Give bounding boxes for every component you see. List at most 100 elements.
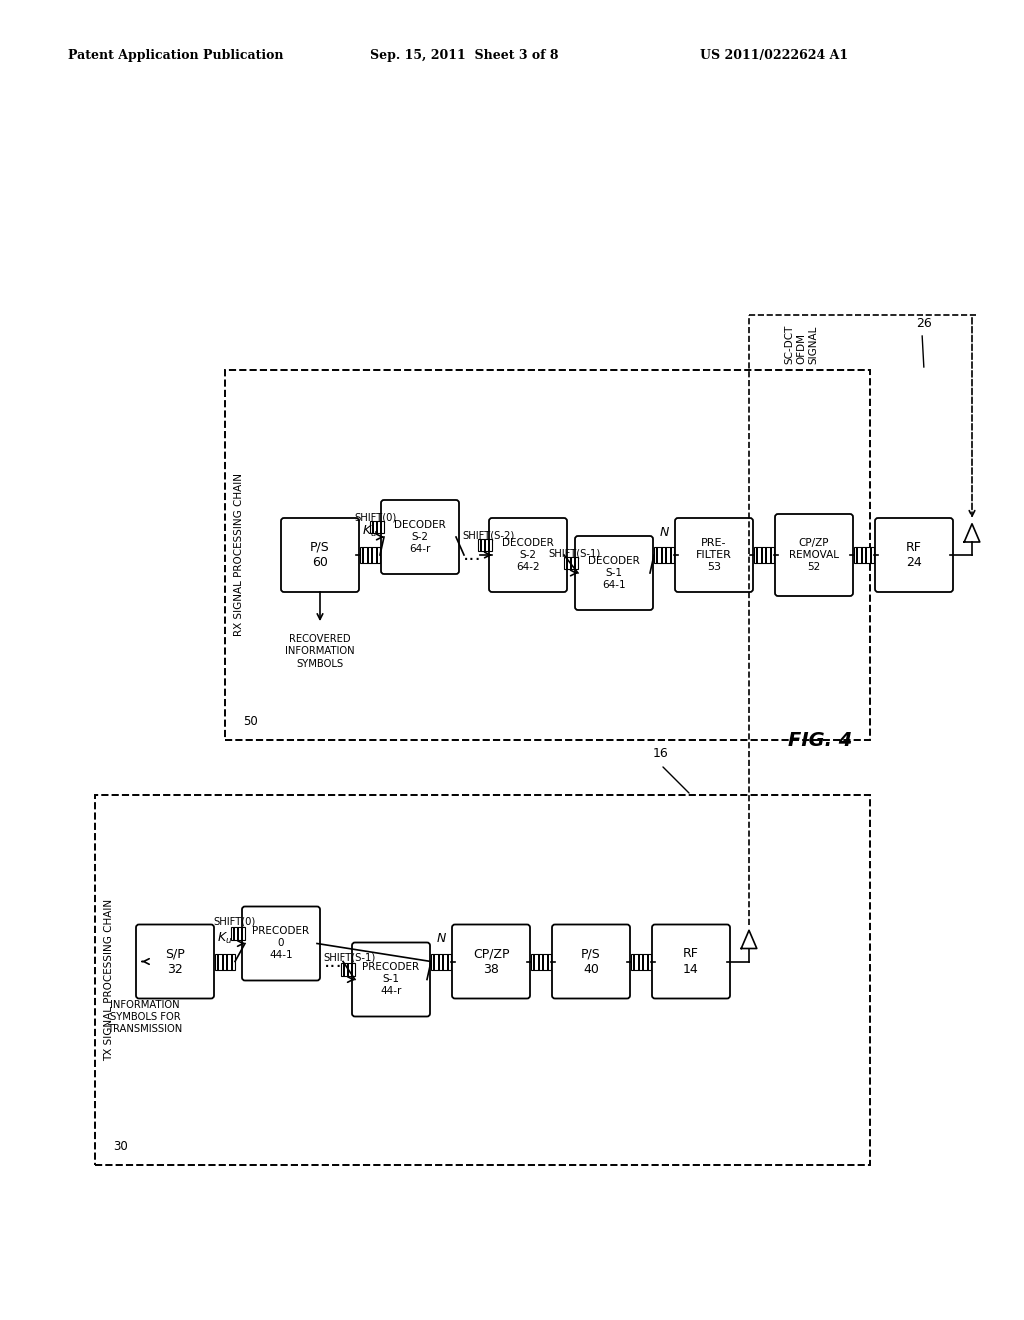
Bar: [538, 953, 540, 969]
Bar: [95, 795, 870, 1166]
Bar: [230, 953, 232, 969]
Text: RF
14: RF 14: [683, 948, 699, 975]
Bar: [865, 546, 867, 564]
Bar: [566, 557, 568, 569]
FancyBboxPatch shape: [552, 924, 630, 998]
FancyBboxPatch shape: [381, 500, 459, 574]
Text: SHIFT(0): SHIFT(0): [354, 512, 396, 521]
Text: ...: ...: [463, 545, 481, 565]
FancyBboxPatch shape: [136, 924, 214, 998]
Bar: [484, 539, 486, 552]
Bar: [666, 546, 668, 564]
Bar: [362, 546, 365, 564]
Bar: [225, 370, 870, 741]
Bar: [642, 953, 644, 969]
Bar: [376, 520, 378, 533]
Bar: [564, 557, 578, 569]
Bar: [233, 927, 234, 940]
Bar: [241, 927, 243, 940]
Text: RF
24: RF 24: [906, 541, 922, 569]
Bar: [367, 546, 369, 564]
Bar: [574, 557, 575, 569]
Bar: [531, 953, 551, 969]
Bar: [638, 953, 640, 969]
FancyBboxPatch shape: [575, 536, 653, 610]
Text: PRECODER
0
44-1: PRECODER 0 44-1: [253, 927, 309, 961]
FancyBboxPatch shape: [489, 517, 567, 591]
Bar: [221, 953, 224, 969]
Text: PRECODER
S-1
44-r: PRECODER S-1 44-r: [362, 962, 420, 997]
Text: ...: ...: [324, 952, 342, 972]
Bar: [656, 546, 658, 564]
Text: $K_u$: $K_u$: [362, 524, 378, 539]
Bar: [370, 520, 384, 533]
Bar: [217, 953, 219, 969]
Text: SHIFT(S-1): SHIFT(S-1): [548, 548, 600, 558]
Bar: [480, 539, 482, 552]
FancyBboxPatch shape: [874, 517, 953, 591]
Text: SHIFT(S-2): SHIFT(S-2): [462, 531, 514, 540]
Bar: [347, 964, 349, 975]
Bar: [547, 953, 549, 969]
Text: DECODER
S-2
64-r: DECODER S-2 64-r: [394, 520, 445, 554]
Text: RX SIGNAL PROCESSING CHAIN: RX SIGNAL PROCESSING CHAIN: [234, 474, 244, 636]
Text: DECODER
S-1
64-1: DECODER S-1 64-1: [588, 556, 640, 590]
Bar: [761, 546, 763, 564]
Bar: [433, 953, 435, 969]
Text: Patent Application Publication: Patent Application Publication: [68, 49, 284, 62]
Bar: [670, 546, 672, 564]
Bar: [442, 953, 444, 969]
Bar: [646, 953, 649, 969]
Text: US 2011/0222624 A1: US 2011/0222624 A1: [700, 49, 848, 62]
Text: P/S
40: P/S 40: [582, 948, 601, 975]
Text: CP/ZP
REMOVAL
52: CP/ZP REMOVAL 52: [790, 539, 839, 572]
Text: 50: 50: [243, 715, 258, 729]
FancyBboxPatch shape: [675, 517, 753, 591]
Text: FIG. 4: FIG. 4: [787, 730, 852, 750]
Bar: [360, 546, 380, 564]
Text: 16: 16: [653, 747, 669, 760]
FancyBboxPatch shape: [281, 517, 359, 591]
Text: INFORMATION
SYMBOLS FOR
TRANSMISSION: INFORMATION SYMBOLS FOR TRANSMISSION: [108, 999, 182, 1035]
Text: RECOVERED
INFORMATION
SYMBOLS: RECOVERED INFORMATION SYMBOLS: [286, 634, 354, 669]
Text: SHIFT(S-1): SHIFT(S-1): [323, 953, 375, 962]
FancyBboxPatch shape: [352, 942, 430, 1016]
Text: 30: 30: [113, 1140, 128, 1152]
Text: 26: 26: [916, 317, 932, 330]
Text: CP/ZP
38: CP/ZP 38: [473, 948, 509, 975]
Bar: [237, 927, 239, 940]
Text: SC-DCT
OFDM
SIGNAL: SC-DCT OFDM SIGNAL: [784, 325, 819, 364]
Bar: [756, 546, 759, 564]
Text: P/S
60: P/S 60: [310, 541, 330, 569]
Bar: [534, 953, 536, 969]
Bar: [765, 546, 767, 564]
Bar: [869, 546, 871, 564]
Bar: [754, 546, 774, 564]
Bar: [343, 964, 345, 975]
Bar: [376, 546, 378, 564]
Bar: [478, 539, 492, 552]
Text: N: N: [436, 932, 445, 945]
Bar: [226, 953, 228, 969]
Text: N: N: [659, 525, 669, 539]
Bar: [654, 546, 674, 564]
Bar: [854, 546, 874, 564]
Text: DECODER
S-2
64-2: DECODER S-2 64-2: [502, 539, 554, 572]
Text: S/P
32: S/P 32: [165, 948, 185, 975]
Text: $K_u$: $K_u$: [217, 931, 232, 945]
Text: Sep. 15, 2011  Sheet 3 of 8: Sep. 15, 2011 Sheet 3 of 8: [370, 49, 558, 62]
Bar: [446, 953, 449, 969]
Bar: [431, 953, 451, 969]
Bar: [856, 546, 858, 564]
FancyBboxPatch shape: [242, 907, 319, 981]
Text: PRE-
FILTER
53: PRE- FILTER 53: [696, 539, 732, 572]
Bar: [215, 953, 234, 969]
Bar: [660, 546, 663, 564]
Text: SHIFT(0): SHIFT(0): [213, 916, 255, 927]
Text: TX SIGNAL PROCESSING CHAIN: TX SIGNAL PROCESSING CHAIN: [104, 899, 114, 1061]
Bar: [633, 953, 636, 969]
Bar: [542, 953, 545, 969]
Bar: [351, 964, 353, 975]
Bar: [570, 557, 572, 569]
Bar: [231, 927, 245, 940]
